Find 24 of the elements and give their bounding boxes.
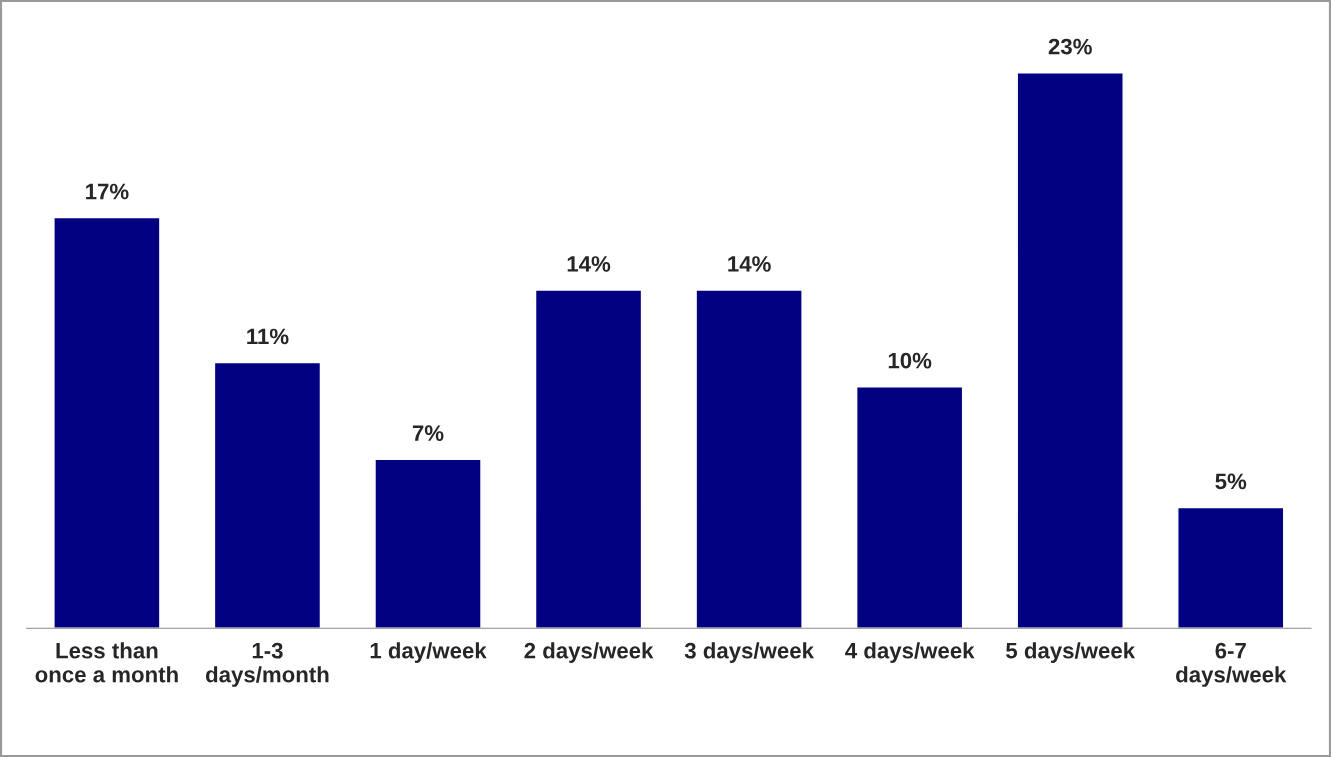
x-tick-label: 3 days/week: [684, 642, 814, 663]
x-tick-label: 1 day/week: [370, 642, 487, 663]
bar: [695, 289, 803, 629]
bar: [53, 216, 161, 629]
data-label: 17%: [86, 183, 129, 200]
bar: [213, 361, 322, 629]
x-tick-label: 6-7 days/week: [1176, 642, 1287, 687]
data-label: 7%: [412, 425, 444, 441]
bar: [534, 289, 643, 629]
data-label: 5%: [1215, 473, 1247, 490]
x-tick-label: 4 days/week: [845, 642, 975, 663]
data-label: 11%: [247, 328, 289, 345]
bar: [855, 386, 964, 629]
data-label: 10%: [888, 352, 932, 369]
data-label: 14%: [728, 256, 771, 272]
bar: [1016, 72, 1124, 629]
bar: [374, 458, 482, 629]
x-tick-label: 1-3 days/month: [206, 642, 329, 687]
x-tick-label: 5 days/week: [1006, 642, 1136, 663]
x-tick-label: 2 days/week: [524, 642, 654, 663]
bar: [1177, 506, 1285, 629]
x-tick-label: Less than once a month: [35, 642, 178, 683]
data-label: 14%: [567, 256, 611, 272]
data-label: 23%: [1048, 38, 1092, 55]
